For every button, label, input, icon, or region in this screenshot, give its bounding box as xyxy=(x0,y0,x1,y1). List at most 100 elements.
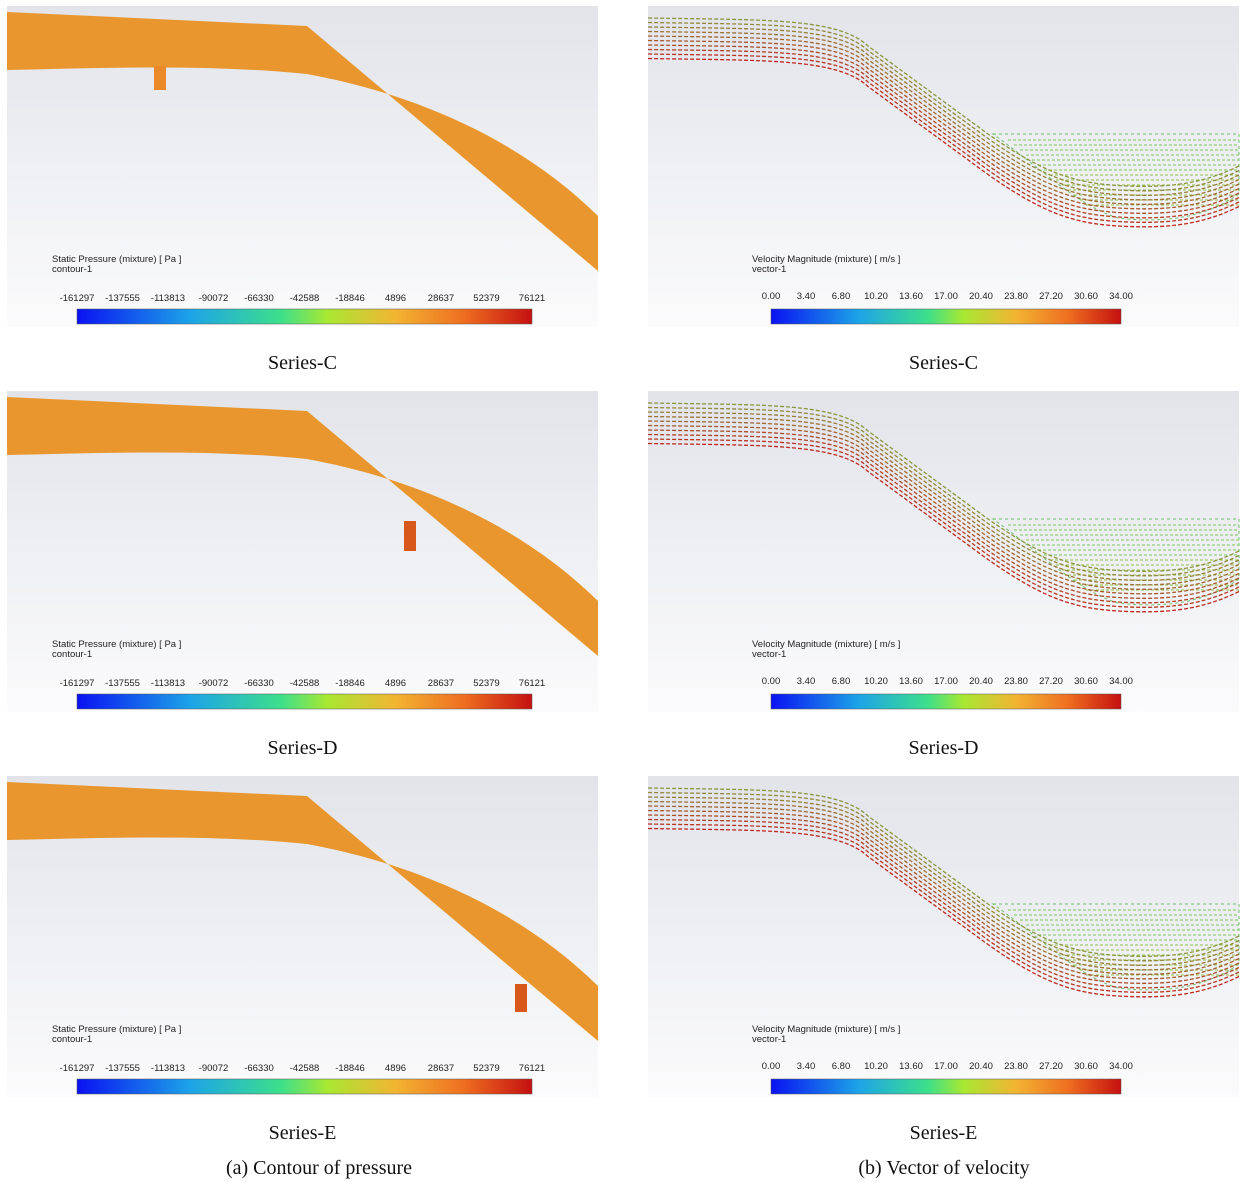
scale-label: 30.60 xyxy=(1074,676,1098,687)
panel-caption: Series-D xyxy=(268,737,338,759)
gate xyxy=(404,521,416,551)
scale-label: 52379 xyxy=(473,293,499,304)
scale-label: -42588 xyxy=(290,293,320,304)
scale-label: -113813 xyxy=(151,293,185,304)
scale-label: 23.80 xyxy=(1004,676,1028,687)
scale-label: -66330 xyxy=(244,678,274,689)
scale-label: 13.60 xyxy=(899,676,923,687)
scale-label: 6.80 xyxy=(832,1061,851,1072)
legend-subtitle: contour-1 xyxy=(52,649,92,660)
scale-label: 4896 xyxy=(385,293,406,304)
scale-label: 23.80 xyxy=(1004,291,1028,302)
pressure-panel: Static Pressure (mixture) [ Pa ]contour-… xyxy=(7,6,598,327)
column-caption: (a) Contour of pressure xyxy=(226,1157,412,1179)
scale-label: 6.80 xyxy=(832,291,851,302)
scale-label: -18846 xyxy=(335,678,365,689)
legend-subtitle: contour-1 xyxy=(52,1034,92,1045)
scale-label: 3.40 xyxy=(797,676,816,687)
colorbar xyxy=(771,694,1121,709)
scale-label: 3.40 xyxy=(797,291,816,302)
scale-label: 0.00 xyxy=(762,1061,781,1072)
velocity-panel: Velocity Magnitude (mixture) [ m/s ]vect… xyxy=(648,776,1239,1097)
scale-label: -18846 xyxy=(335,1063,365,1074)
scale-label: 20.40 xyxy=(969,1061,993,1072)
scale-label: 4896 xyxy=(385,1063,406,1074)
pressure-panel: Static Pressure (mixture) [ Pa ]contour-… xyxy=(7,776,598,1097)
scale-label: -66330 xyxy=(244,1063,274,1074)
colorbar xyxy=(77,309,532,324)
legend-subtitle: vector-1 xyxy=(752,1034,786,1045)
scale-label: -42588 xyxy=(290,1063,320,1074)
scale-label: -90072 xyxy=(199,678,229,689)
scale-label: 4896 xyxy=(385,678,406,689)
scale-label: 0.00 xyxy=(762,291,781,302)
scale-label: -66330 xyxy=(244,293,274,304)
scale-label: 10.20 xyxy=(864,1061,888,1072)
column-caption: (b) Vector of velocity xyxy=(858,1157,1029,1179)
panel-caption: Series-E xyxy=(269,1122,337,1144)
scale-label: 76121 xyxy=(519,293,545,304)
scale-label: -137555 xyxy=(105,1063,140,1074)
scale-label: -18846 xyxy=(335,293,365,304)
scale-label: 76121 xyxy=(519,1063,545,1074)
legend-subtitle: contour-1 xyxy=(52,264,92,275)
scale-label: 34.00 xyxy=(1109,291,1133,302)
scale-label: 23.80 xyxy=(1004,1061,1028,1072)
colorbar xyxy=(77,1079,532,1094)
scale-label: -113813 xyxy=(151,678,185,689)
scale-label: -90072 xyxy=(199,293,229,304)
scale-label: 34.00 xyxy=(1109,1061,1133,1072)
scale-label: 28637 xyxy=(428,293,454,304)
scale-label: 27.20 xyxy=(1039,1061,1063,1072)
scale-label: 10.20 xyxy=(864,676,888,687)
scale-label: 30.60 xyxy=(1074,291,1098,302)
panel-caption: Series-C xyxy=(268,352,337,374)
panel-caption: Series-E xyxy=(910,1122,978,1144)
scale-label: 52379 xyxy=(473,1063,499,1074)
scale-label: 20.40 xyxy=(969,291,993,302)
gate xyxy=(154,66,166,90)
scale-label: 17.00 xyxy=(934,1061,958,1072)
scale-label: 28637 xyxy=(428,678,454,689)
velocity-panel: Velocity Magnitude (mixture) [ m/s ]vect… xyxy=(648,391,1239,712)
legend-subtitle: vector-1 xyxy=(752,649,786,660)
scale-label: -113813 xyxy=(151,1063,185,1074)
scale-label: 6.80 xyxy=(832,676,851,687)
scale-label: -161297 xyxy=(60,678,95,689)
colorbar xyxy=(77,694,532,709)
legend-subtitle: vector-1 xyxy=(752,264,786,275)
scale-label: -137555 xyxy=(105,293,140,304)
scale-label: 17.00 xyxy=(934,291,958,302)
panel-background xyxy=(648,6,1239,327)
scale-label: 0.00 xyxy=(762,676,781,687)
scale-label: 34.00 xyxy=(1109,676,1133,687)
gate xyxy=(515,984,527,1012)
pressure-panel: Static Pressure (mixture) [ Pa ]contour-… xyxy=(7,391,598,712)
scale-label: 3.40 xyxy=(797,1061,816,1072)
panel-background xyxy=(648,776,1239,1097)
scale-label: 13.60 xyxy=(899,291,923,302)
scale-label: 10.20 xyxy=(864,291,888,302)
panel-caption: Series-C xyxy=(909,352,978,374)
scale-label: 52379 xyxy=(473,678,499,689)
velocity-panel: Velocity Magnitude (mixture) [ m/s ]vect… xyxy=(648,6,1239,327)
colorbar xyxy=(771,309,1121,324)
colorbar xyxy=(771,1079,1121,1094)
scale-label: -90072 xyxy=(199,1063,229,1074)
figure: (a) Contour of pressure (b) Vector of ve… xyxy=(0,0,1242,1182)
scale-label: 27.20 xyxy=(1039,676,1063,687)
scale-label: -161297 xyxy=(60,1063,95,1074)
scale-label: 76121 xyxy=(519,678,545,689)
panel-caption: Series-D xyxy=(909,737,979,759)
scale-label: 13.60 xyxy=(899,1061,923,1072)
panel-background xyxy=(648,391,1239,712)
scale-label: -161297 xyxy=(60,293,95,304)
scale-label: -137555 xyxy=(105,678,140,689)
scale-label: 20.40 xyxy=(969,676,993,687)
scale-label: 17.00 xyxy=(934,676,958,687)
scale-label: 28637 xyxy=(428,1063,454,1074)
scale-label: 30.60 xyxy=(1074,1061,1098,1072)
scale-label: -42588 xyxy=(290,678,320,689)
page: (a) Contour of pressure (b) Vector of ve… xyxy=(0,0,1242,1182)
scale-label: 27.20 xyxy=(1039,291,1063,302)
